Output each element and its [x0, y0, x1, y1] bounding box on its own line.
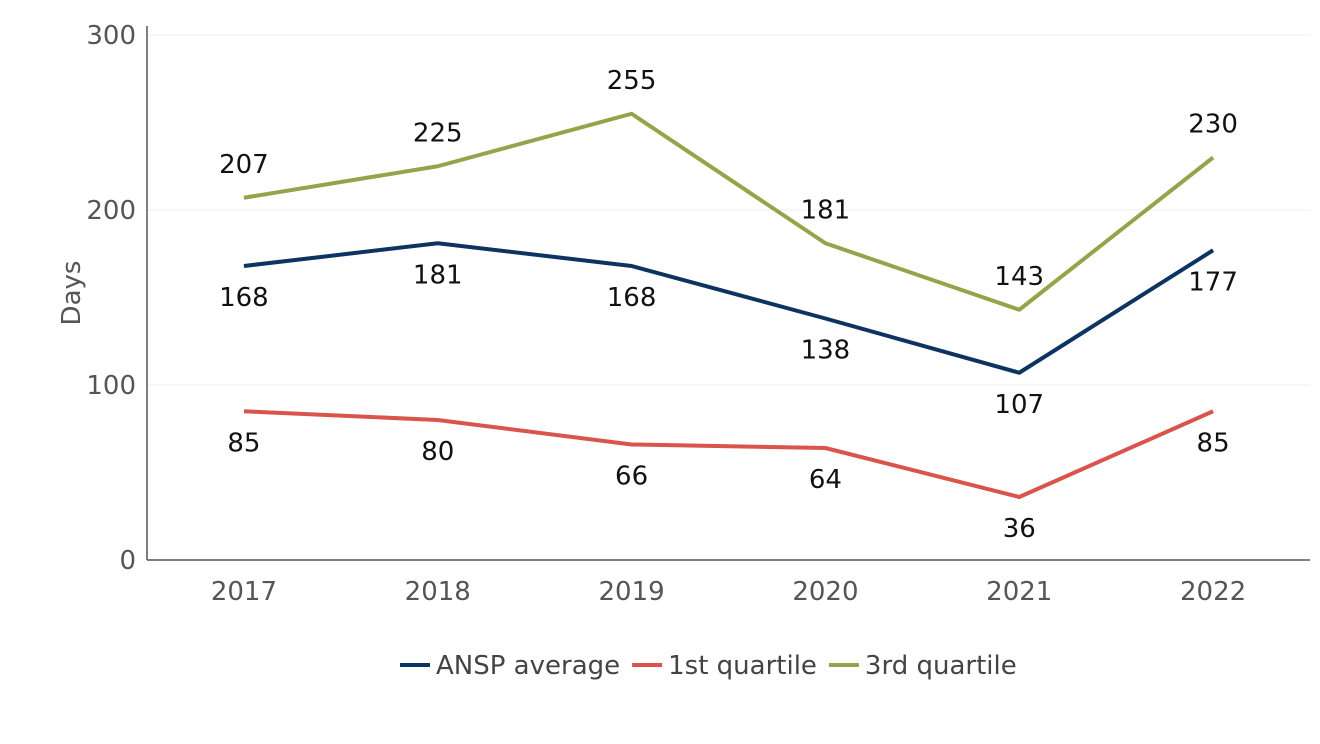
- x-tick-label-2018: 2018: [405, 577, 471, 607]
- legend-label-ansp-average: ANSP average: [436, 651, 620, 681]
- data-label-3rd-quartile-2017: 207: [219, 150, 269, 180]
- x-tick-labels: 2017 2018 2019 2020 2021 2022: [211, 577, 1246, 607]
- data-label-ansp-average-2019: 168: [607, 283, 657, 313]
- legend-label-1st-quartile: 1st quartile: [668, 651, 817, 681]
- data-label-1st-quartile-2018: 80: [421, 437, 454, 467]
- series-line-3rd-quartile: [243, 111, 1215, 312]
- y-tick-labels: 0 100 200 300: [86, 21, 136, 576]
- legend-item-ansp-average: ANSP average: [400, 651, 620, 681]
- x-tick-label-2021: 2021: [986, 577, 1052, 607]
- data-label-ansp-average-2020: 138: [801, 336, 851, 366]
- data-label-3rd-quartile-2021: 143: [994, 262, 1044, 292]
- y-axis-title: Days: [57, 261, 87, 326]
- data-label-ansp-average-2018: 181: [413, 260, 463, 290]
- x-tick-label-2017: 2017: [211, 577, 277, 607]
- data-label-3rd-quartile-2018: 225: [413, 118, 463, 148]
- data-label-3rd-quartile-2022: 230: [1188, 110, 1238, 140]
- x-tick-label-2020: 2020: [792, 577, 858, 607]
- axes: [146, 26, 1310, 561]
- series-line-ansp-average: [243, 241, 1215, 375]
- data-label-ansp-average-2017: 168: [219, 283, 269, 313]
- grid-lines: [147, 34, 1310, 386]
- legend-item-3rd-quartile: 3rd quartile: [828, 651, 1017, 681]
- data-label-3rd-quartile-2020: 181: [801, 195, 851, 225]
- data-label-ansp-average-2022: 177: [1188, 267, 1238, 297]
- y-tick-label-0: 0: [119, 546, 136, 576]
- data-label-1st-quartile-2017: 85: [227, 428, 260, 458]
- data-label-1st-quartile-2022: 85: [1197, 428, 1230, 458]
- y-tick-label-200: 200: [86, 196, 136, 226]
- data-label-1st-quartile-2019: 66: [615, 462, 648, 492]
- series-line-1st-quartile: [243, 409, 1214, 499]
- data-label-ansp-average-2021: 107: [994, 390, 1044, 420]
- x-tick-label-2019: 2019: [598, 577, 664, 607]
- y-tick-label-100: 100: [86, 371, 136, 401]
- legend-label-3rd-quartile: 3rd quartile: [865, 651, 1017, 681]
- data-label-1st-quartile-2020: 64: [809, 465, 842, 495]
- legend: ANSP average 1st quartile 3rd quartile: [400, 651, 1017, 681]
- legend-item-1st-quartile: 1st quartile: [632, 651, 817, 681]
- series-lines: [243, 111, 1215, 499]
- y-tick-label-300: 300: [86, 21, 136, 51]
- data-label-1st-quartile-2021: 36: [1003, 514, 1036, 544]
- data-labels: 168 181 168 138 107 177 85 80 66 64 36 85 207 225 255 1…: [219, 66, 1238, 544]
- x-tick-label-2022: 2022: [1180, 577, 1246, 607]
- data-label-3rd-quartile-2019: 255: [607, 66, 657, 96]
